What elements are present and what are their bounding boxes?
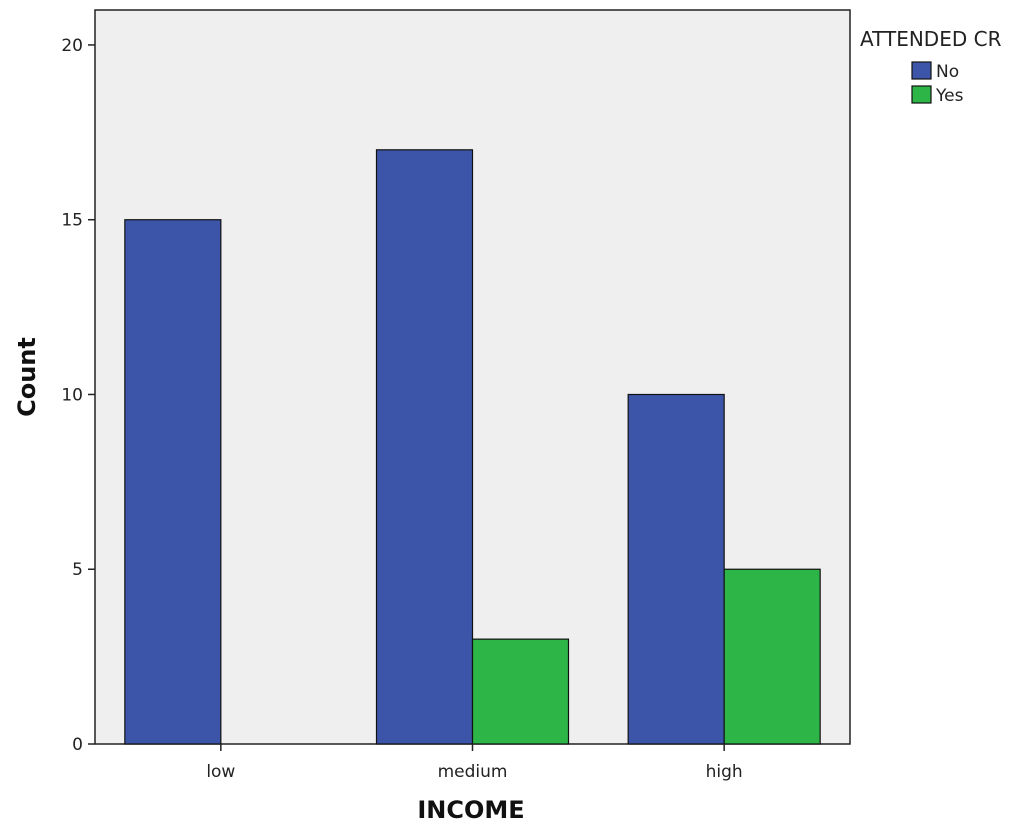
legend: ATTENDED CR No Yes [860, 27, 1002, 106]
legend-swatch-no [911, 61, 932, 80]
bar-no-medium [375, 149, 474, 745]
bars [124, 149, 821, 745]
bar-yes-medium [471, 638, 570, 745]
legend-label-yes: Yes [935, 86, 964, 106]
bar-yes-high [723, 568, 821, 745]
x-axis-title: INCOME [417, 796, 524, 824]
bar-no-high [627, 393, 725, 745]
x-tick-label: medium [438, 762, 508, 782]
legend-items: No Yes [911, 61, 964, 106]
legend-label-no: No [936, 62, 959, 82]
x-axis: low medium high [206, 744, 743, 782]
y-axis: 0 5 10 15 20 [61, 36, 95, 755]
x-tick-label: high [706, 762, 743, 782]
y-tick-label: 10 [61, 385, 83, 405]
x-tick-label: low [206, 762, 235, 782]
legend-swatch-yes [911, 85, 932, 104]
y-tick-label: 20 [61, 36, 83, 56]
bar-no-low [124, 219, 222, 745]
legend-title: ATTENDED CR [860, 27, 1002, 51]
y-axis-title: Count [13, 337, 41, 417]
y-tick-label: 5 [72, 560, 83, 580]
y-tick-label: 15 [61, 211, 83, 231]
y-tick-label: 0 [72, 735, 83, 755]
